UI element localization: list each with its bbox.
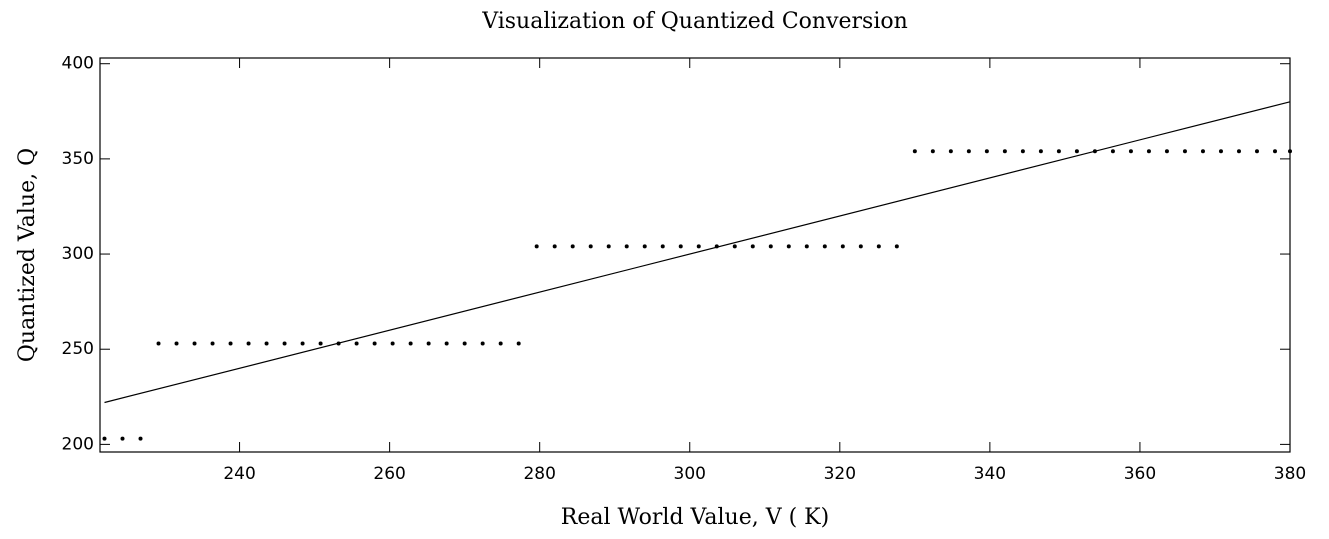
line — [104, 101, 1291, 404]
x-tick-label: 360 — [1124, 464, 1156, 484]
point — [210, 341, 215, 346]
point — [804, 244, 809, 249]
point — [1164, 149, 1169, 154]
point — [750, 244, 755, 249]
point — [1056, 149, 1061, 154]
point — [912, 149, 917, 154]
point — [1182, 149, 1187, 154]
point — [1272, 149, 1277, 154]
point — [840, 244, 845, 249]
point — [768, 244, 773, 249]
point — [1038, 149, 1043, 154]
point — [858, 244, 863, 249]
point — [516, 341, 521, 346]
point — [696, 244, 701, 249]
point — [1074, 149, 1079, 154]
y-tick-label: 350 — [62, 149, 94, 169]
point — [948, 149, 953, 154]
x-tick-label: 240 — [223, 464, 255, 484]
point — [894, 244, 899, 249]
point — [318, 341, 323, 346]
x-tick-label: 320 — [824, 464, 856, 484]
y-tick-label: 400 — [62, 54, 94, 74]
point — [1236, 149, 1241, 154]
y-axis-label: Quantized Value, Q — [15, 148, 40, 362]
point — [228, 341, 233, 346]
point — [642, 244, 647, 249]
x-axis-label: Real World Value, V ( K) — [561, 505, 829, 530]
point — [372, 341, 377, 346]
point — [102, 436, 107, 441]
point — [984, 149, 989, 154]
point — [1288, 149, 1292, 154]
point — [930, 149, 935, 154]
x-tick-label: 300 — [674, 464, 706, 484]
point — [192, 341, 197, 346]
point — [156, 341, 161, 346]
point — [408, 341, 413, 346]
x-tick-label: 280 — [523, 464, 555, 484]
point — [1020, 149, 1025, 154]
point — [120, 436, 125, 441]
x-tick-label: 380 — [1274, 464, 1306, 484]
x-tick-label: 340 — [974, 464, 1006, 484]
point — [1110, 149, 1115, 154]
point — [678, 244, 683, 249]
point — [966, 149, 971, 154]
point — [282, 341, 287, 346]
point — [552, 244, 557, 249]
x-tick-label: 260 — [373, 464, 405, 484]
point — [426, 341, 431, 346]
y-tick-label: 300 — [62, 244, 94, 264]
point — [606, 244, 611, 249]
point — [138, 436, 143, 441]
point — [786, 244, 791, 249]
point — [876, 244, 881, 249]
point — [732, 244, 737, 249]
y-tick-label: 250 — [62, 339, 94, 359]
point — [1002, 149, 1007, 154]
point — [300, 341, 305, 346]
point — [624, 244, 629, 249]
point — [246, 341, 251, 346]
point — [1146, 149, 1151, 154]
point — [1218, 149, 1223, 154]
point — [354, 341, 359, 346]
point — [444, 341, 449, 346]
point — [660, 244, 665, 249]
point — [1200, 149, 1205, 154]
point — [480, 341, 485, 346]
plot-area — [99, 57, 1291, 453]
point — [1254, 149, 1259, 154]
point — [498, 341, 503, 346]
y-tick-label: 200 — [62, 434, 94, 454]
point — [570, 244, 575, 249]
point — [462, 341, 467, 346]
point — [534, 244, 539, 249]
point — [822, 244, 827, 249]
point — [390, 341, 395, 346]
chart-title: Visualization of Quantized Conversion — [481, 9, 908, 34]
point — [588, 244, 593, 249]
point — [264, 341, 269, 346]
point — [174, 341, 179, 346]
point — [1128, 149, 1133, 154]
